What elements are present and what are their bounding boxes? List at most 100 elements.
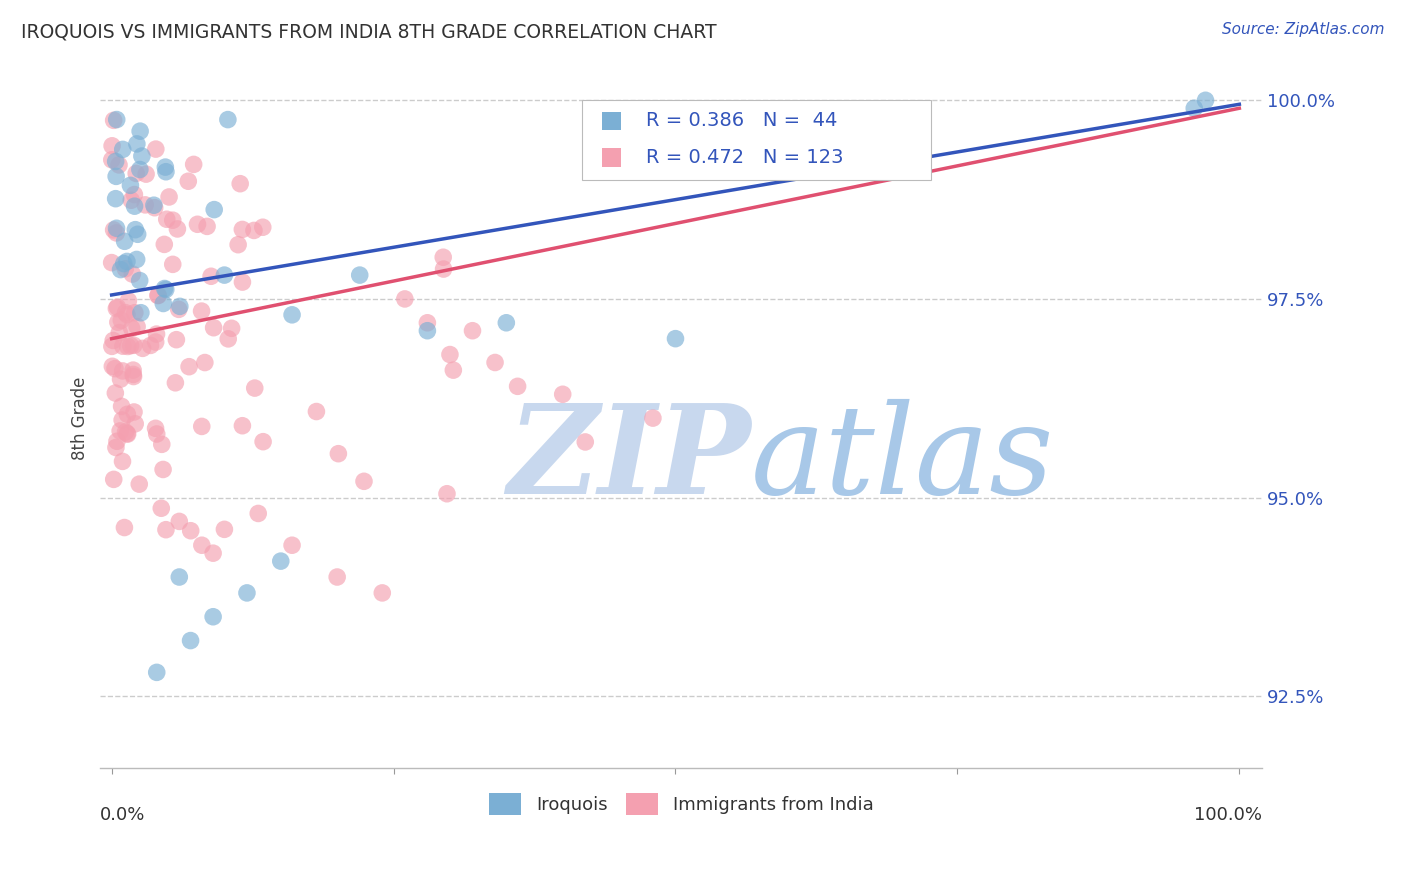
Text: R = 0.386   N =  44: R = 0.386 N = 44 — [647, 112, 838, 130]
Point — [108, 158, 131, 172]
Point — [101, 359, 124, 374]
Point — [145, 142, 167, 156]
Point — [104, 386, 127, 401]
Point — [129, 124, 152, 138]
Point — [145, 327, 167, 342]
Point — [243, 381, 266, 395]
Point — [167, 302, 190, 317]
Point — [104, 192, 127, 206]
Point — [121, 267, 143, 281]
Point — [139, 338, 162, 352]
Point — [169, 299, 191, 313]
Point — [439, 347, 461, 361]
Point — [153, 281, 176, 295]
Point — [186, 217, 208, 231]
Point — [124, 306, 146, 320]
Point — [105, 301, 128, 316]
Text: ZIP: ZIP — [508, 400, 751, 521]
Point — [169, 515, 191, 529]
Point — [436, 487, 458, 501]
Point — [135, 167, 157, 181]
Point — [152, 296, 174, 310]
Point — [128, 477, 150, 491]
Point — [155, 165, 177, 179]
Point — [221, 321, 243, 335]
Point — [134, 198, 156, 212]
Point — [156, 212, 179, 227]
Point — [165, 333, 187, 347]
Point — [111, 454, 134, 468]
Point — [124, 417, 146, 431]
Point — [114, 261, 136, 276]
Point — [111, 364, 134, 378]
Point — [145, 665, 167, 680]
Point — [128, 162, 150, 177]
Point — [177, 359, 200, 374]
Point — [596, 689, 619, 703]
Point — [120, 338, 142, 352]
Point — [122, 405, 145, 419]
Point — [115, 254, 138, 268]
Point — [202, 546, 225, 560]
Point — [122, 363, 145, 377]
Point — [506, 379, 529, 393]
Point — [231, 222, 253, 236]
Point — [166, 222, 188, 236]
Point — [107, 315, 129, 329]
Point — [155, 523, 177, 537]
Point — [117, 427, 139, 442]
Point — [394, 292, 416, 306]
Point — [461, 324, 484, 338]
Point — [214, 268, 236, 282]
Point — [103, 223, 125, 237]
Point — [108, 326, 131, 340]
Point — [484, 355, 506, 369]
Point — [124, 222, 146, 236]
Point — [217, 112, 239, 127]
Point — [110, 372, 132, 386]
Point — [574, 434, 596, 449]
Point — [142, 198, 165, 212]
Point — [202, 320, 225, 334]
Point — [1182, 101, 1205, 115]
Point — [183, 157, 205, 171]
Point — [169, 570, 191, 584]
Point — [229, 177, 252, 191]
Point — [124, 199, 146, 213]
Point — [101, 153, 124, 167]
Point — [162, 213, 184, 227]
Point — [551, 387, 574, 401]
Text: 100.0%: 100.0% — [1194, 806, 1263, 824]
FancyBboxPatch shape — [582, 100, 931, 180]
Point — [150, 437, 173, 451]
Point — [150, 501, 173, 516]
Point — [243, 223, 266, 237]
Point — [110, 313, 132, 327]
Point — [103, 334, 125, 348]
Point — [236, 586, 259, 600]
Point — [114, 235, 136, 249]
Point — [270, 554, 292, 568]
Point — [1194, 93, 1216, 107]
Point — [217, 332, 239, 346]
Point — [145, 427, 167, 442]
Point — [105, 169, 128, 184]
Point — [127, 227, 149, 242]
Point — [155, 160, 177, 174]
Point — [117, 293, 139, 308]
Point — [162, 257, 184, 271]
Point — [145, 421, 167, 435]
Point — [110, 262, 132, 277]
Text: 0.0%: 0.0% — [100, 806, 146, 824]
Point — [131, 342, 153, 356]
Point — [326, 570, 349, 584]
Point — [432, 262, 454, 277]
Point — [641, 411, 664, 425]
Text: IROQUOIS VS IMMIGRANTS FROM INDIA 8TH GRADE CORRELATION CHART: IROQUOIS VS IMMIGRANTS FROM INDIA 8TH GR… — [21, 22, 717, 41]
Point — [117, 339, 139, 353]
Point — [202, 609, 225, 624]
Point — [305, 404, 328, 418]
Point — [111, 413, 134, 427]
Point — [214, 522, 236, 536]
Point — [152, 462, 174, 476]
